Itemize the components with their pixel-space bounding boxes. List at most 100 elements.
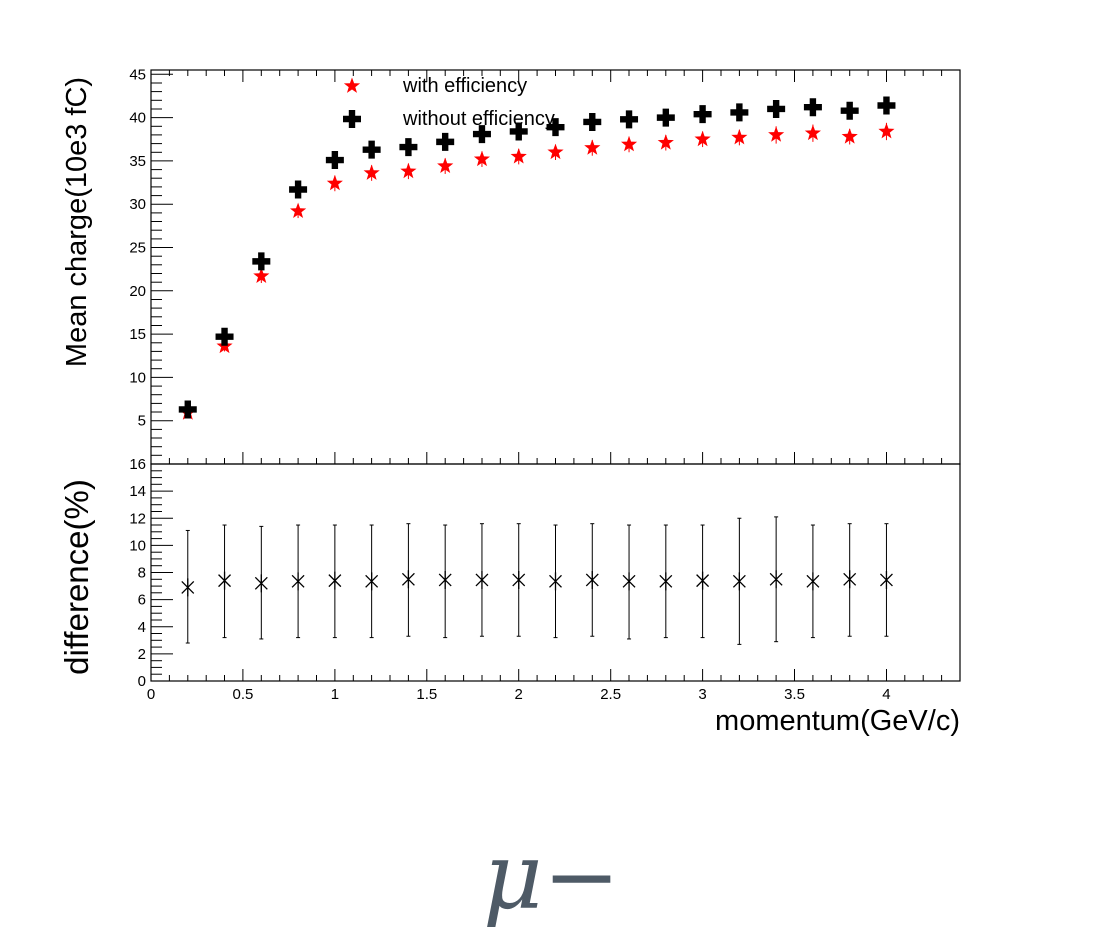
- data-point-without-efficiency: [252, 252, 271, 271]
- bottom-y-axis-label: difference(%): [58, 479, 95, 675]
- data-point-with-efficiency: [326, 174, 343, 191]
- data-point-difference: [181, 578, 195, 597]
- y-tick-label: 35: [129, 153, 146, 170]
- data-point-difference: [732, 572, 746, 591]
- data-point-with-efficiency: [804, 124, 821, 141]
- data-point-without-efficiency: [289, 180, 308, 199]
- x-tick-label: 2: [515, 686, 523, 703]
- y-tick-label: 16: [129, 456, 146, 473]
- y-tick-label: 4: [138, 619, 146, 636]
- legend: with efficiency without efficiency: [343, 75, 555, 130]
- data-point-with-efficiency: [731, 129, 748, 145]
- data-point-with-efficiency: [290, 202, 307, 218]
- data-point-with-efficiency: [584, 139, 601, 155]
- y-tick-label: 2: [138, 646, 146, 663]
- top-y-axis-label: Mean charge(10e3 fC): [61, 77, 93, 367]
- data-point-difference: [659, 572, 673, 591]
- data-point-without-efficiency: [877, 96, 896, 115]
- data-point-without-efficiency: [546, 118, 565, 137]
- y-tick-label: 8: [138, 565, 146, 582]
- data-point-difference: [218, 571, 232, 590]
- data-point-without-efficiency: [178, 400, 197, 419]
- data-point-without-efficiency: [803, 98, 822, 117]
- data-point-difference: [254, 574, 268, 593]
- data-point-difference: [365, 572, 379, 591]
- data-point-without-efficiency: [656, 108, 675, 127]
- data-point-with-efficiency: [657, 134, 674, 150]
- top-panel: 5 10 15 20 25 30 35 40 45 Mean charge(10e3 fC) w…: [61, 66, 961, 465]
- y-tick-label: 14: [129, 483, 146, 500]
- data-point-with-efficiency: [473, 150, 490, 167]
- y-tick-label: 12: [129, 510, 146, 527]
- y-tick-label: 20: [129, 283, 146, 300]
- data-point-difference: [879, 570, 893, 589]
- bottom-error-bars: [185, 516, 889, 645]
- bottom-data-points: [181, 570, 893, 597]
- data-point-without-efficiency: [730, 103, 749, 122]
- data-point-with-efficiency: [510, 148, 527, 164]
- data-point-without-efficiency: [509, 122, 528, 141]
- x-tick-label: 0.5: [233, 686, 254, 703]
- x-tick-label: 2.5: [600, 686, 621, 703]
- data-point-with-efficiency: [621, 136, 638, 152]
- x-tick-label: 1: [331, 686, 339, 703]
- data-point-with-efficiency: [400, 162, 417, 179]
- data-point-with-efficiency: [253, 267, 270, 283]
- data-point-with-efficiency: [878, 123, 895, 139]
- x-tick-label: 3: [698, 686, 706, 703]
- legend-marker-with-efficiency: [343, 77, 361, 93]
- particle-label: μ−: [483, 823, 620, 930]
- data-point-with-efficiency: [694, 130, 711, 147]
- legend-marker-without-efficiency: [343, 110, 361, 128]
- x-tick-label: 3.5: [784, 686, 805, 703]
- data-point-without-efficiency: [767, 99, 786, 118]
- y-tick-label: 10: [129, 537, 146, 554]
- data-point-difference: [585, 570, 599, 589]
- y-tick-label: 40: [129, 110, 146, 127]
- data-point-difference: [291, 572, 305, 591]
- data-point-difference: [438, 570, 452, 589]
- legend-label-with-efficiency: with efficiency: [402, 75, 527, 97]
- top-data-points: [178, 96, 896, 420]
- y-tick-label: 0: [138, 673, 146, 690]
- data-point-without-efficiency: [620, 110, 639, 129]
- data-point-without-efficiency: [693, 105, 712, 124]
- data-point-difference: [843, 570, 857, 589]
- y-tick-label: 25: [129, 240, 146, 257]
- data-point-with-efficiency: [768, 126, 785, 142]
- data-point-without-efficiency: [472, 125, 491, 144]
- y-tick-label: 30: [129, 196, 146, 213]
- data-point-difference: [475, 570, 489, 589]
- x-axis-label: momentum(GeV/c): [715, 705, 960, 737]
- data-point-difference: [622, 572, 636, 591]
- x-tick-label: 4: [882, 686, 890, 703]
- bottom-axis-ticks: 0 0.5 1 1.5 2 2.5 3 3.5 4 0 2 4 6 8 10 12 14 16: [129, 456, 961, 703]
- y-tick-label: 45: [129, 66, 146, 83]
- data-point-with-efficiency: [363, 164, 380, 180]
- data-point-difference: [806, 572, 820, 591]
- data-point-with-efficiency: [547, 143, 564, 160]
- top-axis-ticks: 5 10 15 20 25 30 35 40 45: [129, 66, 961, 464]
- y-tick-label: 5: [138, 413, 146, 430]
- data-point-without-efficiency: [325, 151, 344, 170]
- x-tick-label: 1.5: [416, 686, 437, 703]
- data-point-difference: [696, 571, 710, 590]
- data-point-without-efficiency: [399, 138, 418, 157]
- data-point-without-efficiency: [583, 112, 602, 131]
- data-point-difference: [401, 570, 415, 589]
- y-tick-label: 10: [129, 369, 146, 386]
- data-point-without-efficiency: [436, 132, 455, 151]
- data-point-difference: [328, 571, 342, 590]
- data-point-difference: [769, 570, 783, 589]
- legend-label-without-efficiency: without efficiency: [402, 108, 555, 130]
- data-point-without-efficiency: [362, 140, 381, 159]
- y-tick-label: 15: [129, 326, 146, 343]
- data-point-with-efficiency: [437, 157, 454, 173]
- data-point-without-efficiency: [840, 101, 859, 120]
- data-point-difference: [549, 572, 562, 591]
- y-tick-label: 6: [138, 592, 146, 609]
- data-point-without-efficiency: [215, 327, 234, 346]
- x-tick-label: 0: [147, 686, 155, 703]
- top-error-bars: [187, 96, 887, 417]
